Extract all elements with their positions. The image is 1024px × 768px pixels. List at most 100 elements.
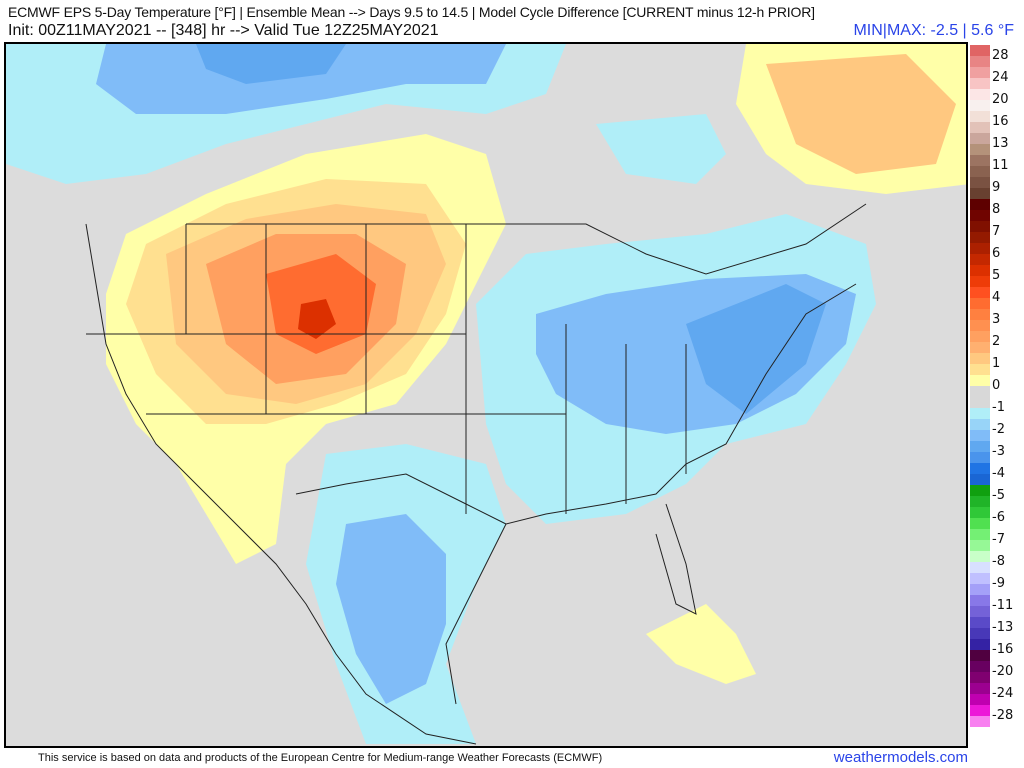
colorbar-swatch [970, 551, 990, 562]
colorbar-swatch [970, 716, 990, 727]
colorbar-swatch [970, 496, 990, 507]
colorbar-label: 5 [992, 268, 1001, 283]
colorbar-swatch [970, 221, 990, 232]
colorbar-swatch [970, 430, 990, 441]
anomaly-blue-core-north [196, 44, 346, 84]
colorbar-swatch [970, 155, 990, 166]
colorbar-swatch [970, 573, 990, 584]
site-link[interactable]: weathermodels.com [833, 749, 968, 766]
temperature-difference-map [4, 42, 968, 748]
colorbar-swatch [970, 100, 990, 111]
colorbar-swatch [970, 408, 990, 419]
colorbar-swatch [970, 45, 990, 56]
colorbar-swatch [970, 529, 990, 540]
colorbar-swatch [970, 309, 990, 320]
colorbar-swatch [970, 683, 990, 694]
colorbar-label: -9 [992, 576, 1005, 591]
colorbar-swatch [970, 474, 990, 485]
colorbar-swatch [970, 232, 990, 243]
anomaly-blue-north [96, 44, 506, 114]
colorbar-swatch [970, 177, 990, 188]
anomaly-max-core [298, 299, 336, 339]
colorbar-label: 2 [992, 334, 1001, 349]
colorbar-swatch [970, 639, 990, 650]
colorbar-label: 6 [992, 246, 1001, 261]
colorbar-swatch [970, 243, 990, 254]
colorbar-label: 8 [992, 202, 1001, 217]
colorbar-labels: 28 24 20 16 13 11 9 8 7 6 5 4 3 2 1 0 -1 -2 -3 -4 -5 -6 -7 -8 -9… [992, 45, 1024, 727]
colorbar-label: -16 [992, 642, 1014, 657]
colorbar-label: 3 [992, 312, 1001, 327]
colorbar-label: 16 [992, 114, 1009, 129]
colorbar-label: -1 [992, 400, 1005, 415]
map-title: ECMWF EPS 5-Day Temperature [°F] | Ensem… [8, 4, 815, 20]
colorbar-label: 28 [992, 48, 1009, 63]
colorbar-label: 11 [992, 158, 1009, 173]
colorbar-swatch [970, 342, 990, 353]
colorbar-swatch [970, 331, 990, 342]
ecmwf-disclaimer: This service is based on data and produc… [38, 752, 603, 764]
colorbar-swatch [970, 210, 990, 221]
colorbar-swatch [970, 298, 990, 309]
init-valid-line: Init: 00Z11MAY2021 -- [348] hr --> Valid… [8, 22, 439, 39]
colorbar-label: -4 [992, 466, 1005, 481]
min-max-readout: MIN|MAX: -2.5 | 5.6 °F [853, 22, 1014, 39]
colorbar-swatch [970, 56, 990, 67]
colorbar-swatch [970, 364, 990, 375]
colorbar-label: -20 [992, 664, 1014, 679]
anomaly-blue-mexico [336, 514, 446, 704]
colorbar-label: 0 [992, 378, 1001, 393]
colorbar-swatch [970, 166, 990, 177]
colorbar-label: -7 [992, 532, 1005, 547]
colorbar-swatch [970, 67, 990, 78]
colorbar-label: -28 [992, 708, 1014, 723]
colorbar-swatch [970, 584, 990, 595]
colorbar-label: -8 [992, 554, 1005, 569]
colorbar-swatch [970, 507, 990, 518]
anomaly-light-blue-canada [596, 114, 726, 184]
colorbar-swatch [970, 650, 990, 661]
colorbar-label: -3 [992, 444, 1005, 459]
colorbar-label: 24 [992, 70, 1009, 85]
colorbar-label: 20 [992, 92, 1009, 107]
colorbar-swatch [970, 452, 990, 463]
colorbar-swatch [970, 617, 990, 628]
colorbar [970, 45, 990, 727]
colorbar-label: 7 [992, 224, 1001, 239]
colorbar-swatch [970, 518, 990, 529]
colorbar-swatch [970, 386, 990, 397]
colorbar-swatch [970, 661, 990, 672]
colorbar-swatch [970, 199, 990, 210]
colorbar-label: -2 [992, 422, 1005, 437]
colorbar-swatch [970, 562, 990, 573]
boundary-lines [85, 203, 867, 745]
colorbar-swatch [970, 265, 990, 276]
colorbar-swatch [970, 254, 990, 265]
colorbar-label: -6 [992, 510, 1005, 525]
colorbar-swatch [970, 540, 990, 551]
colorbar-label: 13 [992, 136, 1009, 151]
colorbar-swatch [970, 144, 990, 155]
colorbar-swatch [970, 397, 990, 408]
colorbar-swatch [970, 375, 990, 386]
anomaly-yellow-cuba [646, 604, 756, 684]
anomaly-orange-northeast [766, 54, 956, 174]
colorbar-swatch [970, 353, 990, 364]
colorbar-swatch [970, 320, 990, 331]
colorbar-swatch [970, 89, 990, 100]
colorbar-swatch [970, 188, 990, 199]
colorbar-swatch [970, 606, 990, 617]
colorbar-swatch [970, 705, 990, 716]
colorbar-label: 1 [992, 356, 1001, 371]
colorbar-swatch [970, 595, 990, 606]
map-canvas [6, 44, 966, 745]
colorbar-swatch [970, 485, 990, 496]
colorbar-label: -11 [992, 598, 1014, 613]
colorbar-swatch [970, 287, 990, 298]
colorbar-label: -13 [992, 620, 1014, 635]
colorbar-swatch [970, 463, 990, 474]
colorbar-swatch [970, 419, 990, 430]
colorbar-swatch [970, 672, 990, 683]
colorbar-label: 4 [992, 290, 1001, 305]
colorbar-swatch [970, 276, 990, 287]
